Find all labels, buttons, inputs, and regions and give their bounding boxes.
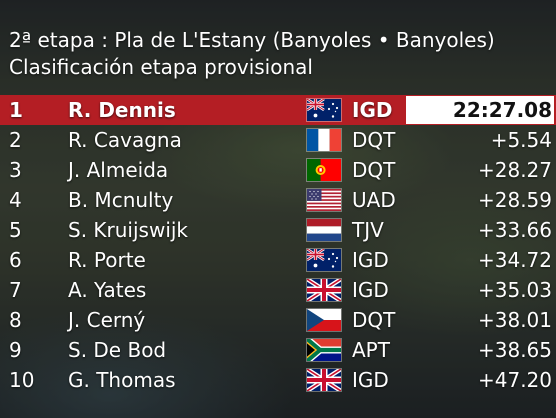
rider-time: +38.01 [477,308,552,332]
team-code: IGD [352,278,389,302]
team-code: UAD [352,188,396,212]
rider-name: S. Kruijswijk [68,218,189,242]
australia-flag-icon [307,99,341,121]
team-code: IGD [352,98,393,122]
team-code: IGD [352,368,389,392]
team-code: DQT [352,128,396,152]
usa-flag-icon [307,189,341,211]
rider-name: J. Cerný [68,308,146,332]
team-code: APT [352,338,390,362]
rider-name: A. Yates [68,278,147,302]
uk-flag-icon [307,279,341,301]
portugal-flag-icon [307,159,341,181]
classification-title: Clasificación etapa provisional [9,55,313,79]
rider-position: 3 [9,158,22,182]
standings-row: 5 S. Kruijswijk TJV +33.66 [0,215,556,245]
graphic-header: 2ª etapa : Pla de L'Estany (Banyoles • B… [9,27,495,81]
standings-row: 4 B. Mcnulty UAD +28.59 [0,185,556,215]
rider-position: 10 [9,368,35,392]
rider-position: 7 [9,278,22,302]
australia-flag-icon [307,249,341,271]
rider-position: 9 [9,338,22,362]
rider-time: +28.27 [477,158,552,182]
standings-row: 3 J. Almeida DQT +28.27 [0,155,556,185]
standings-row: 8 J. Cerný DQT +38.01 [0,305,556,335]
rider-position: 4 [9,188,22,212]
team-code: TJV [352,218,384,242]
rider-time: +28.59 [477,188,552,212]
team-code: IGD [352,248,389,272]
rider-name: B. Mcnulty [68,188,174,212]
standings-row: 10 G. Thomas IGD +47.20 [0,365,556,395]
rider-position: 1 [9,98,23,122]
standings-row: 9 S. De Bod APT +38.65 [0,335,556,365]
south-africa-flag-icon [307,339,341,361]
france-flag-icon [307,129,341,151]
rider-name: S. De Bod [68,338,167,362]
czech-flag-icon [307,309,341,331]
uk-flag-icon [307,369,341,391]
rider-time: +38.65 [477,338,552,362]
leader-time-box [406,96,554,124]
standings-row-leader: 1 R. Dennis IGD 22:27.08 [0,95,556,125]
rider-name: G. Thomas [68,368,176,392]
rider-name: J. Almeida [68,158,169,182]
rider-time: +35.03 [477,278,552,302]
rider-position: 6 [9,248,22,272]
rider-time: +5.54 [490,128,552,152]
standings-list: 1 R. Dennis IGD 22:27.08 2 R. Cavagna DQ… [0,95,556,395]
rider-name: R. Porte [68,248,146,272]
rider-position: 5 [9,218,22,242]
rider-position: 2 [9,128,22,152]
standings-row: 7 A. Yates IGD +35.03 [0,275,556,305]
rider-time: 22:27.08 [452,98,552,122]
rider-time: +47.20 [477,368,552,392]
netherlands-flag-icon [307,219,341,241]
team-code: DQT [352,308,396,332]
rider-name: R. Cavagna [68,128,182,152]
stage-title: 2ª etapa : Pla de L'Estany (Banyoles • B… [9,28,495,52]
rider-time: +33.66 [477,218,552,242]
standings-row: 2 R. Cavagna DQT +5.54 [0,125,556,155]
rider-position: 8 [9,308,22,332]
rider-time: +34.72 [477,248,552,272]
standings-row: 6 R. Porte IGD +34.72 [0,245,556,275]
team-code: DQT [352,158,396,182]
rider-name: R. Dennis [68,98,176,122]
